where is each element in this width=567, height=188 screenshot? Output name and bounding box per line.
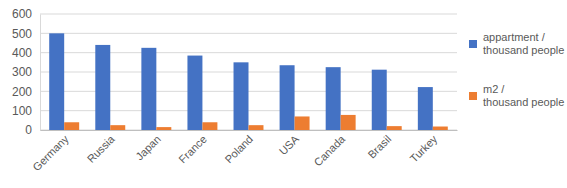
bar: [234, 62, 249, 130]
x-tick: Poland: [222, 130, 255, 165]
y-tick-label: 0: [25, 123, 32, 137]
x-tick: USA: [277, 130, 302, 157]
bar: [202, 122, 217, 130]
series: [64, 115, 448, 130]
y-tick: 400: [12, 46, 40, 60]
bar: [372, 70, 387, 130]
bar: [64, 122, 79, 130]
bar: [187, 56, 202, 130]
legend-swatch: [469, 92, 477, 100]
y-tick-label: 300: [12, 65, 32, 79]
bar: [418, 87, 433, 130]
x-tick: Canada: [311, 130, 347, 168]
bar: [156, 127, 171, 130]
y-tick: 600: [12, 7, 40, 21]
legend-item: appartment /thousand people: [469, 31, 564, 56]
x-tick-label: France: [176, 133, 209, 166]
x-tick-label: USA: [277, 132, 302, 157]
x-tick-label: Brasil: [365, 133, 393, 161]
grid: [40, 14, 457, 130]
y-tick: 500: [12, 27, 40, 41]
bar: [49, 33, 64, 130]
legend-label: appartment /thousand people: [483, 31, 564, 56]
x-axis: Germany Russia Japan France Poland USA Canada B…: [30, 130, 457, 173]
grid-line: [40, 14, 457, 15]
bar: [141, 48, 156, 130]
x-tick: Russia: [85, 130, 118, 165]
x-tick: Turkey: [407, 130, 439, 165]
grid-line: [40, 33, 457, 34]
bars: [49, 33, 448, 130]
y-tick: 0: [25, 123, 40, 137]
legend: appartment /thousand people m2 /thousand …: [469, 31, 564, 108]
x-tick-label: Russia: [85, 132, 118, 165]
legend-swatch: [469, 40, 477, 48]
x-tick-label: Germany: [30, 132, 71, 173]
bar: [95, 45, 110, 130]
bar: [387, 126, 402, 130]
x-axis-line: [41, 130, 458, 131]
bar: [280, 65, 295, 130]
y-axis: 0 100 200 300 400 500 600: [12, 7, 41, 137]
bar: [326, 67, 341, 130]
y-tick: 200: [12, 85, 40, 99]
y-tick-label: 200: [12, 85, 32, 99]
x-tick-label: Canada: [311, 132, 347, 168]
series: [49, 33, 433, 130]
bar: [433, 127, 448, 130]
x-tick-label: Japan: [133, 133, 163, 163]
legend-item: m2 /thousand people: [469, 83, 564, 108]
x-tick: France: [176, 130, 209, 165]
bar: [249, 125, 264, 130]
y-axis-line: [40, 15, 41, 131]
x-tick-label: Poland: [222, 133, 255, 166]
x-tick-label: Turkey: [407, 132, 439, 164]
legend-label: m2 /thousand people: [483, 83, 564, 108]
y-tick-label: 500: [12, 27, 32, 41]
y-tick: 300: [12, 65, 40, 79]
bar: [295, 116, 310, 130]
x-tick: Germany: [30, 130, 71, 173]
y-tick-label: 400: [12, 46, 32, 60]
y-tick: 100: [12, 104, 40, 118]
x-tick: Brasil: [365, 130, 393, 161]
y-tick-label: 600: [12, 7, 32, 21]
bar: [110, 125, 125, 130]
y-tick-label: 100: [12, 104, 32, 118]
bar: [341, 115, 356, 130]
chart: 0 100 200 300 400 500 600 Germany Russia Japan Fra…: [0, 0, 567, 188]
x-tick: Japan: [133, 130, 163, 162]
